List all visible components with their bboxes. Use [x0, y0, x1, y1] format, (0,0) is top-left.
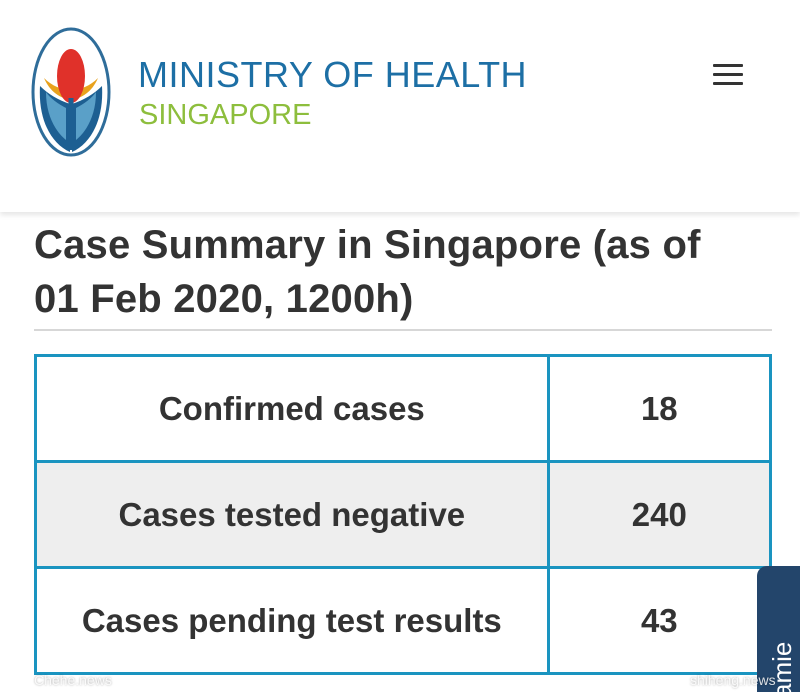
row-value: 18 [546, 354, 773, 463]
watermark: shiheng.news [690, 672, 776, 688]
floating-side-tab[interactable]: amie [757, 566, 800, 692]
row-value: 240 [546, 460, 773, 569]
row-label: Cases pending test results [34, 566, 550, 675]
row-label: Cases tested negative [34, 460, 550, 569]
brand-subtitle: SINGAPORE [139, 99, 312, 131]
site-header: MINISTRY OF HEALTH SINGAPORE [0, 0, 800, 212]
brand-title: MINISTRY OF HEALTH [138, 54, 528, 95]
table-row: Cases pending test results 43 [34, 566, 773, 675]
table-row: Confirmed cases 18 [34, 354, 773, 463]
menu-bar [713, 64, 743, 67]
menu-bar [713, 82, 743, 85]
row-value: 43 [546, 566, 773, 675]
table-row: Cases tested negative 240 [34, 460, 773, 569]
divider [34, 329, 772, 331]
case-summary-table: Confirmed cases 18 Cases tested negative… [34, 354, 773, 675]
watermark: Chehe.news [34, 672, 112, 688]
moh-logo-icon[interactable] [30, 26, 112, 158]
hamburger-menu-icon[interactable] [710, 62, 746, 88]
row-label: Confirmed cases [34, 354, 550, 463]
page-title: Case Summary in Singapore (as of 01 Feb … [34, 223, 701, 321]
menu-bar [713, 73, 743, 76]
